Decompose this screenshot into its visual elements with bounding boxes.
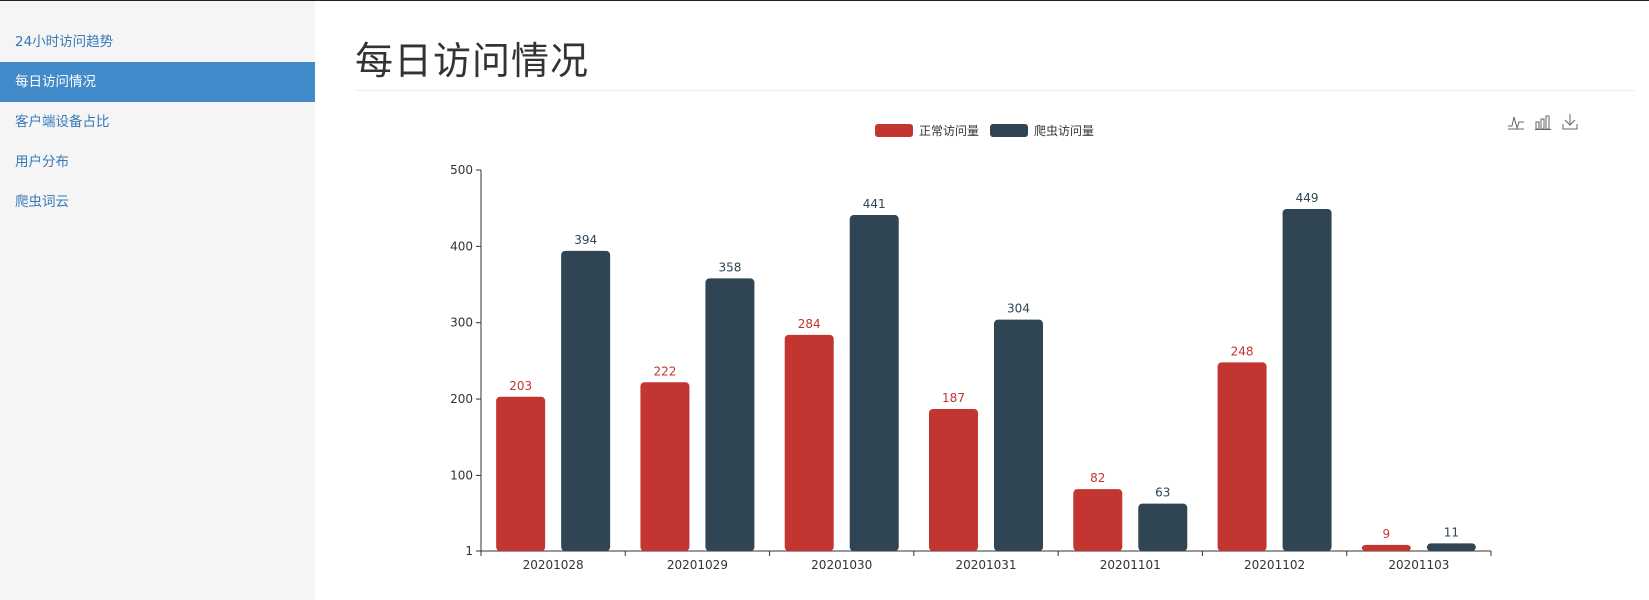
legend-swatch-crawler — [990, 124, 1028, 137]
bar-crawler[interactable] — [1138, 503, 1188, 551]
data-label-normal: 248 — [1231, 344, 1254, 358]
bar-crawler[interactable] — [994, 319, 1043, 551]
bar-normal[interactable] — [496, 396, 546, 551]
legend-item-crawler[interactable]: 爬虫访问量 — [990, 124, 1094, 138]
line-chart-icon[interactable] — [1508, 114, 1524, 130]
data-label-crawler: 449 — [1296, 191, 1319, 205]
y-tick-label: 100 — [450, 468, 473, 482]
sidebar-item-daily-visits[interactable]: 每日访问情况 — [0, 62, 315, 102]
bar-crawler[interactable] — [849, 215, 899, 551]
chart-legend: 正常访问量 爬虫访问量 — [875, 124, 1094, 138]
x-tick-label: 20201103 — [1388, 558, 1449, 572]
x-tick-label: 20201101 — [1100, 558, 1161, 572]
bar-normal[interactable] — [784, 334, 834, 551]
sidebar-nav: 24小时访问趋势 每日访问情况 客户端设备占比 用户分布 爬虫词云 — [0, 1, 315, 600]
bar-chart-icon[interactable] — [1535, 114, 1551, 130]
data-label-normal: 284 — [798, 317, 821, 331]
data-label-normal: 222 — [653, 364, 676, 378]
bar-crawler[interactable] — [561, 250, 611, 551]
bar-crawler[interactable] — [1426, 543, 1476, 551]
x-tick-label: 20201102 — [1244, 558, 1305, 572]
y-tick-label: 1 — [465, 544, 473, 558]
data-label-crawler: 304 — [1007, 302, 1030, 316]
bar-normal[interactable] — [1361, 544, 1411, 551]
bar-normal[interactable] — [640, 382, 690, 551]
sidebar-item-device-share[interactable]: 客户端设备占比 — [15, 114, 110, 130]
x-tick-label: 20201028 — [523, 558, 584, 572]
y-tick-label: 200 — [450, 392, 473, 406]
data-label-normal: 203 — [509, 379, 532, 393]
legend-label-crawler: 爬虫访问量 — [1034, 124, 1094, 138]
x-tick-label: 20201029 — [667, 558, 728, 572]
page-title: 每日访问情况 — [355, 39, 590, 83]
sidebar-item-user-distribution[interactable]: 用户分布 — [15, 154, 69, 170]
sidebar-item-24h-trend[interactable]: 24小时访问趋势 — [15, 34, 114, 50]
sidebar-item-crawler-wordcloud[interactable]: 爬虫词云 — [15, 194, 69, 210]
y-tick-label: 300 — [450, 316, 473, 330]
download-icon[interactable] — [1562, 114, 1578, 130]
bar-crawler[interactable] — [1282, 208, 1332, 551]
y-tick-label: 400 — [450, 239, 473, 253]
bar-normal[interactable] — [1217, 362, 1267, 551]
window-top-border — [0, 0, 1649, 1]
data-label-crawler: 63 — [1155, 486, 1170, 500]
data-label-crawler: 358 — [718, 260, 741, 274]
data-label-normal: 187 — [942, 391, 965, 405]
bar-normal[interactable] — [1073, 489, 1123, 551]
main-content: 每日访问情况 正常访问量 爬虫访问量 — [315, 1, 1649, 600]
y-tick-label: 500 — [450, 163, 473, 177]
chart-toolbox — [1508, 114, 1578, 130]
bar-chart: 正常访问量 爬虫访问量 — [450, 114, 1578, 572]
legend-item-normal[interactable]: 正常访问量 — [875, 124, 979, 138]
x-tick-label: 20201030 — [811, 558, 872, 572]
x-tick-label: 20201031 — [955, 558, 1016, 572]
page-header: 每日访问情况 — [355, 37, 1635, 91]
legend-label-normal: 正常访问量 — [919, 124, 979, 138]
data-label-normal: 82 — [1090, 471, 1105, 485]
chart-bars — [496, 208, 1476, 551]
legend-swatch-normal — [875, 124, 913, 137]
data-label-crawler: 11 — [1444, 525, 1459, 539]
chart-data-labels: 203 394 222 358 284 441 187 304 82 63 248 449 9 11 — [509, 191, 1459, 541]
bar-crawler[interactable] — [705, 278, 755, 551]
bar-normal[interactable] — [929, 408, 978, 551]
data-label-crawler: 394 — [574, 233, 597, 247]
data-label-normal: 9 — [1383, 527, 1391, 541]
data-label-crawler: 441 — [863, 197, 886, 211]
